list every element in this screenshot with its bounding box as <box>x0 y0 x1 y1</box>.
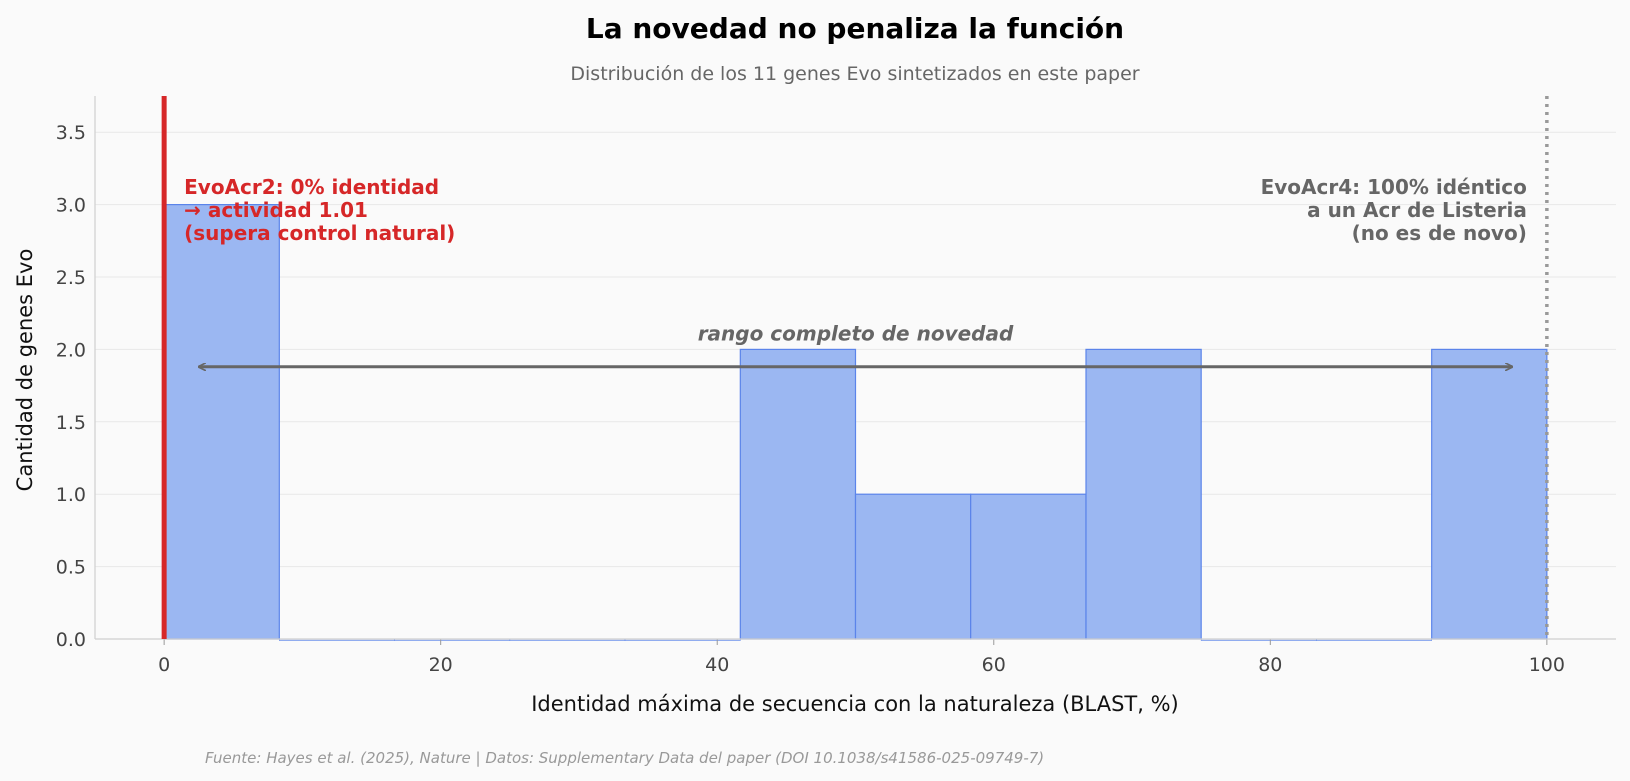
axes: 0.0 0.5 1.0 1.5 2.0 2.5 3.0 3.5 0 20 40 60 80 100 <box>56 96 1616 676</box>
annotations: EvoAcr2: 0% identidad→ actividad 1.01(su… <box>184 175 1527 367</box>
chart-subtitle: Distribución de los 11 genes Evo sinteti… <box>570 63 1139 85</box>
histogram-bar <box>1085 348 1202 640</box>
chart-title: La novedad no penaliza la función <box>586 12 1124 45</box>
annotation-evoacr2-line: (supera control natural) <box>184 221 455 245</box>
source-footer: Fuente: Hayes et al. (2025), Nature | Da… <box>205 749 1044 767</box>
histogram-bar <box>739 348 857 640</box>
annotation-evoacr2-line: → actividad 1.01 <box>184 198 368 222</box>
novelty-range-label: rango completo de novedad <box>698 321 1014 345</box>
annotation-evoacr2-line: EvoAcr2: 0% identidad <box>184 175 439 199</box>
x-tick-label: 80 <box>1258 654 1282 676</box>
y-tick-label: 0.5 <box>56 557 86 579</box>
y-axis-label: Cantidad de genes Evo <box>13 249 37 492</box>
y-tick-label: 2.5 <box>56 267 86 289</box>
x-tick-label: 40 <box>705 654 729 676</box>
histogram-bar <box>970 493 1087 640</box>
histogram-bar <box>854 493 972 640</box>
y-tick-label: 0.0 <box>56 629 86 651</box>
y-tick-label: 1.0 <box>56 484 86 506</box>
x-tick-label: 60 <box>982 654 1006 676</box>
y-tick-label: 3.5 <box>56 122 86 144</box>
annotation-evoacr4-line: a un Acr de Listeria <box>1307 198 1527 222</box>
histogram-bars <box>163 204 1548 641</box>
x-tick-label: 20 <box>429 654 453 676</box>
y-tick-label: 3.0 <box>56 195 86 217</box>
y-tick-label: 1.5 <box>56 412 86 434</box>
annotation-evoacr4-line: EvoAcr4: 100% idéntico <box>1261 175 1527 199</box>
histogram-bar <box>163 204 280 640</box>
x-axis-label: Identidad máxima de secuencia con la nat… <box>531 692 1179 716</box>
y-tick-label: 2.0 <box>56 339 86 361</box>
reference-lines <box>161 96 1549 639</box>
x-tick-label: 0 <box>158 654 170 676</box>
annotation-evoacr4-line: (no es de novo) <box>1352 221 1527 245</box>
x-tick-label: 100 <box>1529 654 1565 676</box>
histogram-bar <box>1431 348 1548 640</box>
